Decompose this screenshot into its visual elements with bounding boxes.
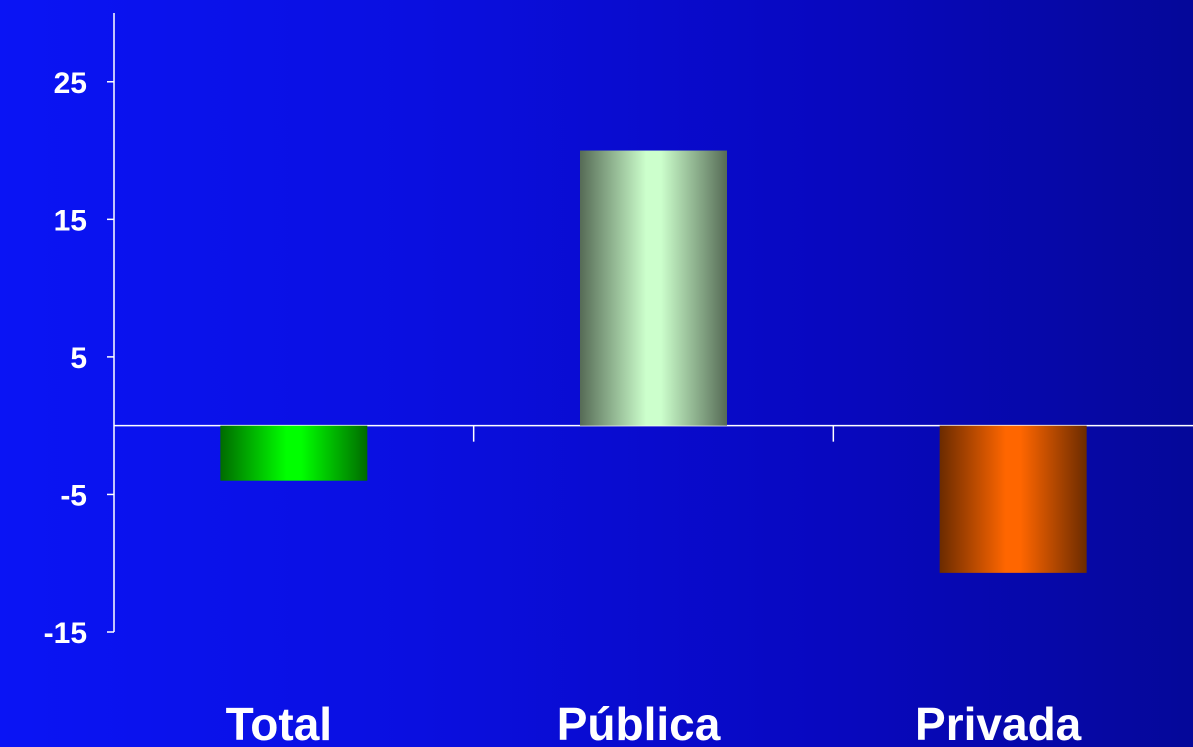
- y-tick-label: 5: [70, 342, 87, 375]
- category-label: Pública: [557, 698, 721, 747]
- category-label: Privada: [915, 698, 1082, 747]
- y-tick-label: -5: [60, 479, 87, 512]
- y-tick-label: 15: [54, 204, 87, 237]
- y-tick-label: -15: [44, 617, 87, 650]
- bar-2: [580, 150, 727, 426]
- bar-1: [220, 425, 368, 481]
- bars: [220, 150, 1087, 573]
- category-label: Total: [226, 698, 332, 747]
- labels: 25 15 5 -5 -15 Total Pública Privada: [44, 67, 1082, 747]
- bar-3: [939, 425, 1087, 573]
- y-tick-label: 25: [54, 67, 87, 100]
